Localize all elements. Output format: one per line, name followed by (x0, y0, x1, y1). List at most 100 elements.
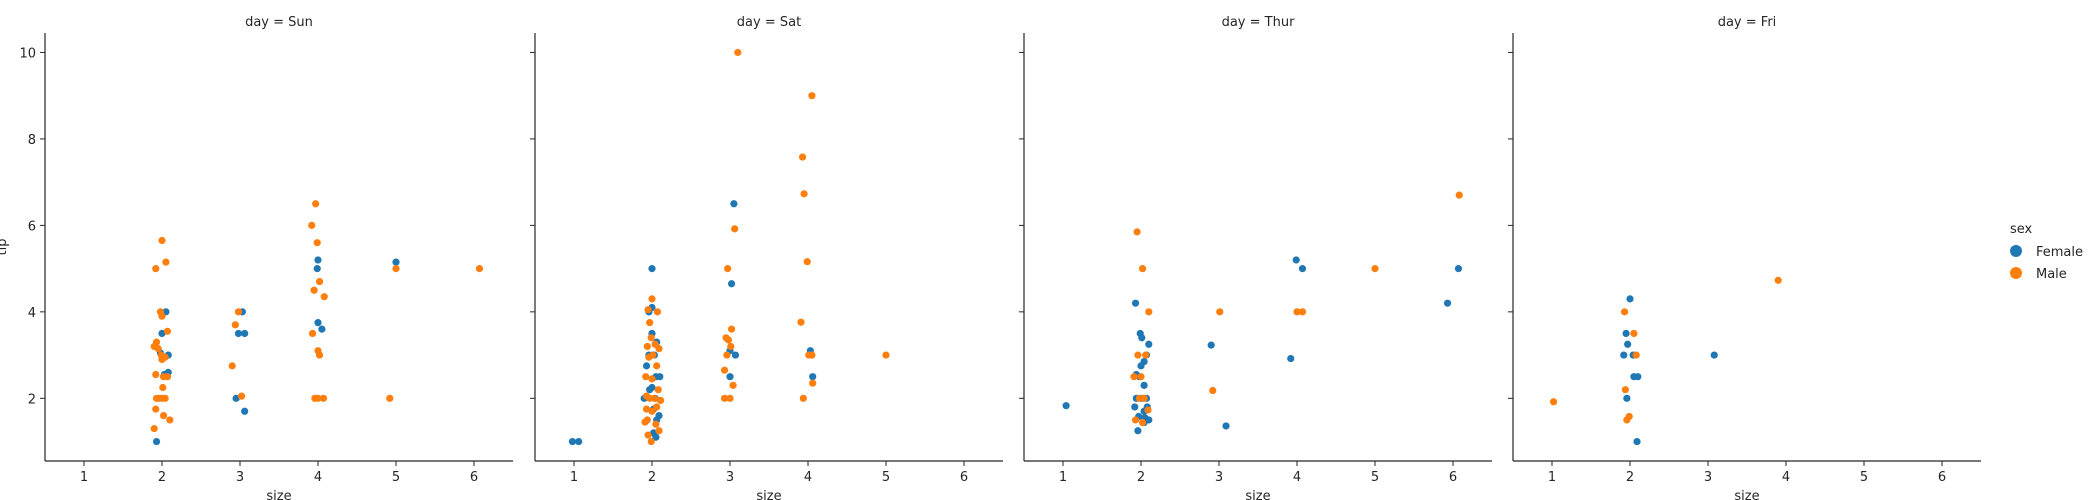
data-point (575, 437, 583, 446)
data-point (642, 362, 651, 370)
data-point (1293, 308, 1301, 316)
legend-marker-female (2010, 245, 2022, 257)
panel-title: day = Sun (245, 15, 313, 30)
data-point (1621, 386, 1629, 394)
x-tick-label: 3 (726, 470, 734, 485)
data-point (724, 265, 732, 273)
y-tick-label: 4 (28, 306, 36, 321)
data-point (158, 236, 166, 245)
x-tick-label: 6 (1938, 470, 1946, 485)
legend-label-male: Male (2036, 267, 2067, 282)
data-point (1138, 334, 1146, 342)
data-point (724, 336, 733, 344)
facet-panel: day = Sat 1 2 3 4 5 6 size (530, 15, 1003, 500)
x-tick-label: 5 (1371, 470, 1379, 485)
series-female (152, 256, 400, 446)
data-point (308, 329, 317, 338)
data-point (1298, 308, 1307, 316)
data-point (882, 351, 890, 359)
y-tick-label: 2 (28, 392, 36, 407)
data-point (652, 433, 660, 441)
legend: sex Female Male (2010, 222, 2083, 282)
data-point (232, 394, 240, 402)
data-point (1626, 295, 1634, 303)
data-point (1292, 256, 1300, 264)
data-point (648, 375, 656, 383)
data-point (1134, 351, 1142, 359)
data-point (727, 325, 736, 333)
data-point (1137, 362, 1145, 370)
y-tick-label: 6 (28, 219, 36, 234)
data-point (166, 416, 174, 424)
data-point (241, 407, 249, 415)
y-tick-label: 10 (19, 46, 36, 61)
data-point (643, 342, 651, 351)
data-point (1131, 299, 1140, 307)
series-female (1620, 295, 1718, 446)
data-point (1130, 373, 1138, 381)
data-point (1207, 341, 1215, 349)
data-point (152, 405, 160, 413)
data-point (150, 424, 158, 433)
data-point (159, 412, 168, 420)
data-point (314, 319, 322, 327)
data-point (1632, 351, 1640, 359)
data-point (656, 396, 665, 405)
data-point (1138, 265, 1147, 273)
data-point (231, 321, 239, 329)
data-point (654, 386, 662, 394)
panel-title: day = Sat (737, 15, 801, 30)
x-axis-label: size (756, 489, 781, 500)
data-point (720, 366, 729, 374)
data-point (234, 308, 243, 316)
data-point (730, 200, 738, 208)
data-point (731, 351, 740, 359)
data-point (162, 258, 170, 266)
x-tick-label: 6 (470, 470, 478, 485)
data-point (158, 355, 166, 364)
x-tick-label: 1 (1548, 470, 1556, 485)
data-point (727, 280, 736, 288)
data-point (655, 344, 663, 353)
data-point (163, 327, 172, 335)
data-point (653, 362, 661, 370)
data-point (1134, 427, 1142, 435)
x-tick-label: 1 (80, 470, 88, 485)
data-point (1140, 381, 1148, 389)
x-tick-label: 1 (1059, 470, 1067, 485)
data-point (1454, 265, 1463, 273)
data-point (656, 373, 664, 381)
data-point (808, 92, 816, 100)
data-point (1137, 373, 1145, 381)
data-point (726, 394, 734, 402)
y-axis-label: tip (0, 239, 10, 256)
data-point (723, 351, 731, 359)
data-point (1623, 394, 1631, 402)
data-point (237, 392, 246, 400)
x-tick-label: 3 (1704, 470, 1712, 485)
data-point (644, 306, 652, 314)
data-point (310, 286, 318, 294)
series-male (1130, 191, 1463, 427)
data-point (647, 437, 655, 446)
x-tick-label: 6 (960, 470, 968, 485)
data-point (152, 437, 161, 446)
data-point (154, 344, 162, 353)
data-point (808, 351, 816, 359)
data-point (648, 295, 656, 303)
data-point (797, 318, 805, 326)
data-point (655, 427, 663, 435)
legend-marker-male (2010, 267, 2022, 279)
data-point (646, 386, 654, 394)
data-point (1620, 351, 1628, 359)
data-point (1371, 265, 1379, 273)
series-female (1062, 256, 1463, 435)
data-point (1622, 329, 1630, 338)
data-point (642, 373, 650, 381)
x-tick-label: 5 (392, 470, 400, 485)
data-point (1633, 437, 1641, 446)
data-point (648, 407, 656, 415)
series-male (1549, 276, 1782, 424)
